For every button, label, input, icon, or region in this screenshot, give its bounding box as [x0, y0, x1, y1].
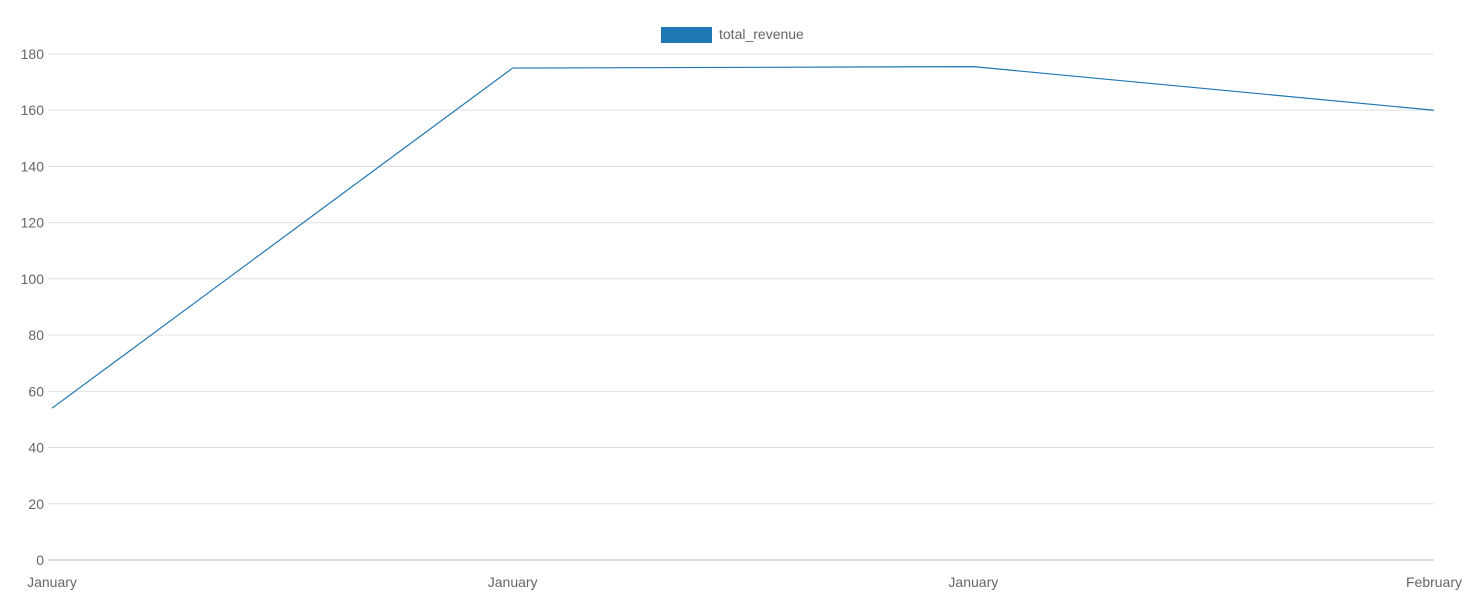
series-line-total-revenue — [51, 66, 1435, 409]
x-tick-label: January — [948, 574, 998, 590]
grid-lines — [48, 53, 1434, 561]
x-tick-label: January — [488, 574, 538, 590]
x-tick-label: February — [1406, 574, 1462, 590]
y-tick-label: 160 — [21, 102, 45, 118]
series-layer — [51, 66, 1435, 409]
x-axis: January January January February — [27, 574, 1462, 590]
y-tick-label: 20 — [28, 496, 44, 512]
y-tick-label: 180 — [21, 46, 45, 62]
legend-swatch-total-revenue[interactable] — [661, 27, 712, 43]
legend[interactable]: total_revenue — [661, 26, 804, 43]
y-tick-label: 60 — [28, 383, 44, 399]
legend-label-total-revenue[interactable]: total_revenue — [719, 26, 804, 42]
y-tick-label: 40 — [28, 440, 44, 456]
y-tick-label: 120 — [21, 215, 45, 231]
y-tick-label: 100 — [21, 271, 45, 287]
y-tick-label: 80 — [28, 327, 44, 343]
x-tick-label: January — [27, 574, 77, 590]
y-axis: 0 20 40 60 80 100 120 140 160 180 — [21, 46, 45, 568]
y-tick-label: 0 — [36, 552, 44, 568]
y-tick-label: 140 — [21, 158, 45, 174]
